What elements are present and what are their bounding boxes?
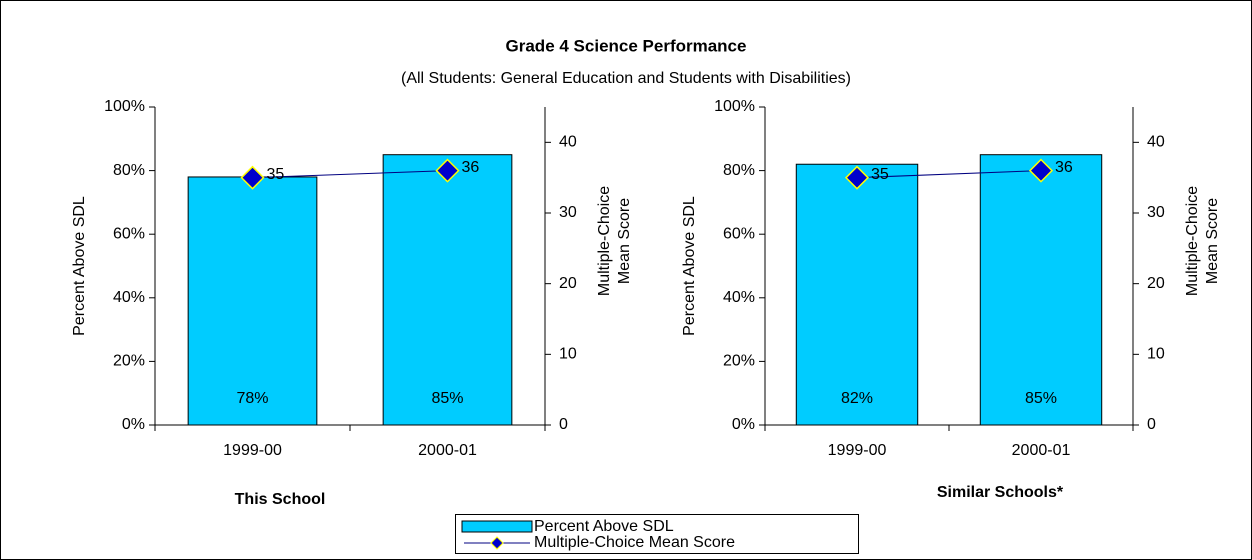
data-label: 78%: [236, 390, 268, 407]
bar: [187, 176, 318, 426]
data-label: 85%: [431, 390, 463, 407]
y2-axis-label: Mean Score: [1204, 198, 1221, 284]
y2-tick-label: 0: [1147, 416, 1156, 433]
y2-tick-label: 20: [1147, 275, 1165, 292]
y2-tick-label: 10: [1147, 346, 1165, 363]
y-tick-label: 40%: [723, 289, 755, 306]
y2-tick-label: 40: [1147, 134, 1165, 151]
x-tick-label: 1999-00: [223, 442, 282, 459]
marker: [435, 158, 460, 183]
y-tick-label: 20%: [723, 353, 755, 370]
y2-tick-label: 30: [1147, 204, 1165, 221]
y2-tick-label: 40: [559, 134, 577, 151]
x-tick-label: 2000-01: [418, 442, 477, 459]
y-tick-label: 100%: [714, 98, 755, 115]
x-axis-label: This School: [235, 491, 326, 508]
y-tick-label: 0%: [122, 416, 145, 433]
y-tick-label: 40%: [113, 289, 145, 306]
x-tick-label: 2000-01: [1012, 442, 1071, 459]
y2-axis-label: Mean Score: [616, 198, 633, 284]
y2-axis-label: Multiple-Choice: [1184, 186, 1201, 296]
bar: [795, 163, 919, 426]
y-axis-label: Percent Above SDL: [681, 196, 698, 336]
data-label: 36: [462, 159, 480, 176]
y-tick-label: 80%: [723, 162, 755, 179]
data-label: 36: [1055, 159, 1073, 176]
chart-title: Grade 4 Science Performance: [506, 36, 747, 55]
bar: [979, 154, 1103, 426]
line: [856, 170, 1042, 179]
legend-swatch: [461, 520, 533, 533]
legend-label: Percent Above SDL: [534, 518, 674, 535]
marker: [844, 165, 870, 190]
marker: [1028, 158, 1054, 183]
y-tick-label: 60%: [113, 225, 145, 242]
data-label: 82%: [841, 390, 873, 407]
y2-tick-label: 30: [559, 204, 577, 221]
data-label: 35: [267, 166, 285, 183]
bar: [382, 154, 513, 426]
y-tick-label: 0%: [732, 416, 755, 433]
y-tick-label: 80%: [113, 162, 145, 179]
line: [252, 170, 448, 179]
data-label: 85%: [1025, 390, 1057, 407]
y2-tick-label: 0: [559, 416, 568, 433]
legend: Percent Above SDL Multiple-Choice Mean S…: [455, 514, 859, 554]
data-label: 35: [871, 166, 889, 183]
legend-marker: [490, 536, 504, 550]
y-axis-label: Percent Above SDL: [71, 196, 88, 336]
legend-label: Multiple-Choice Mean Score: [534, 534, 735, 551]
y-tick-label: 60%: [723, 225, 755, 242]
y2-tick-label: 20: [559, 275, 577, 292]
y-tick-label: 20%: [113, 353, 145, 370]
x-tick-label: 1999-00: [828, 442, 887, 459]
y2-tick-label: 10: [559, 346, 577, 363]
marker: [240, 165, 265, 190]
chart-subtitle: (All Students: General Education and Stu…: [401, 70, 851, 87]
y2-axis-label: Multiple-Choice: [596, 186, 613, 296]
y-tick-label: 100%: [104, 98, 145, 115]
x-axis-label: Similar Schools*: [937, 484, 1064, 501]
